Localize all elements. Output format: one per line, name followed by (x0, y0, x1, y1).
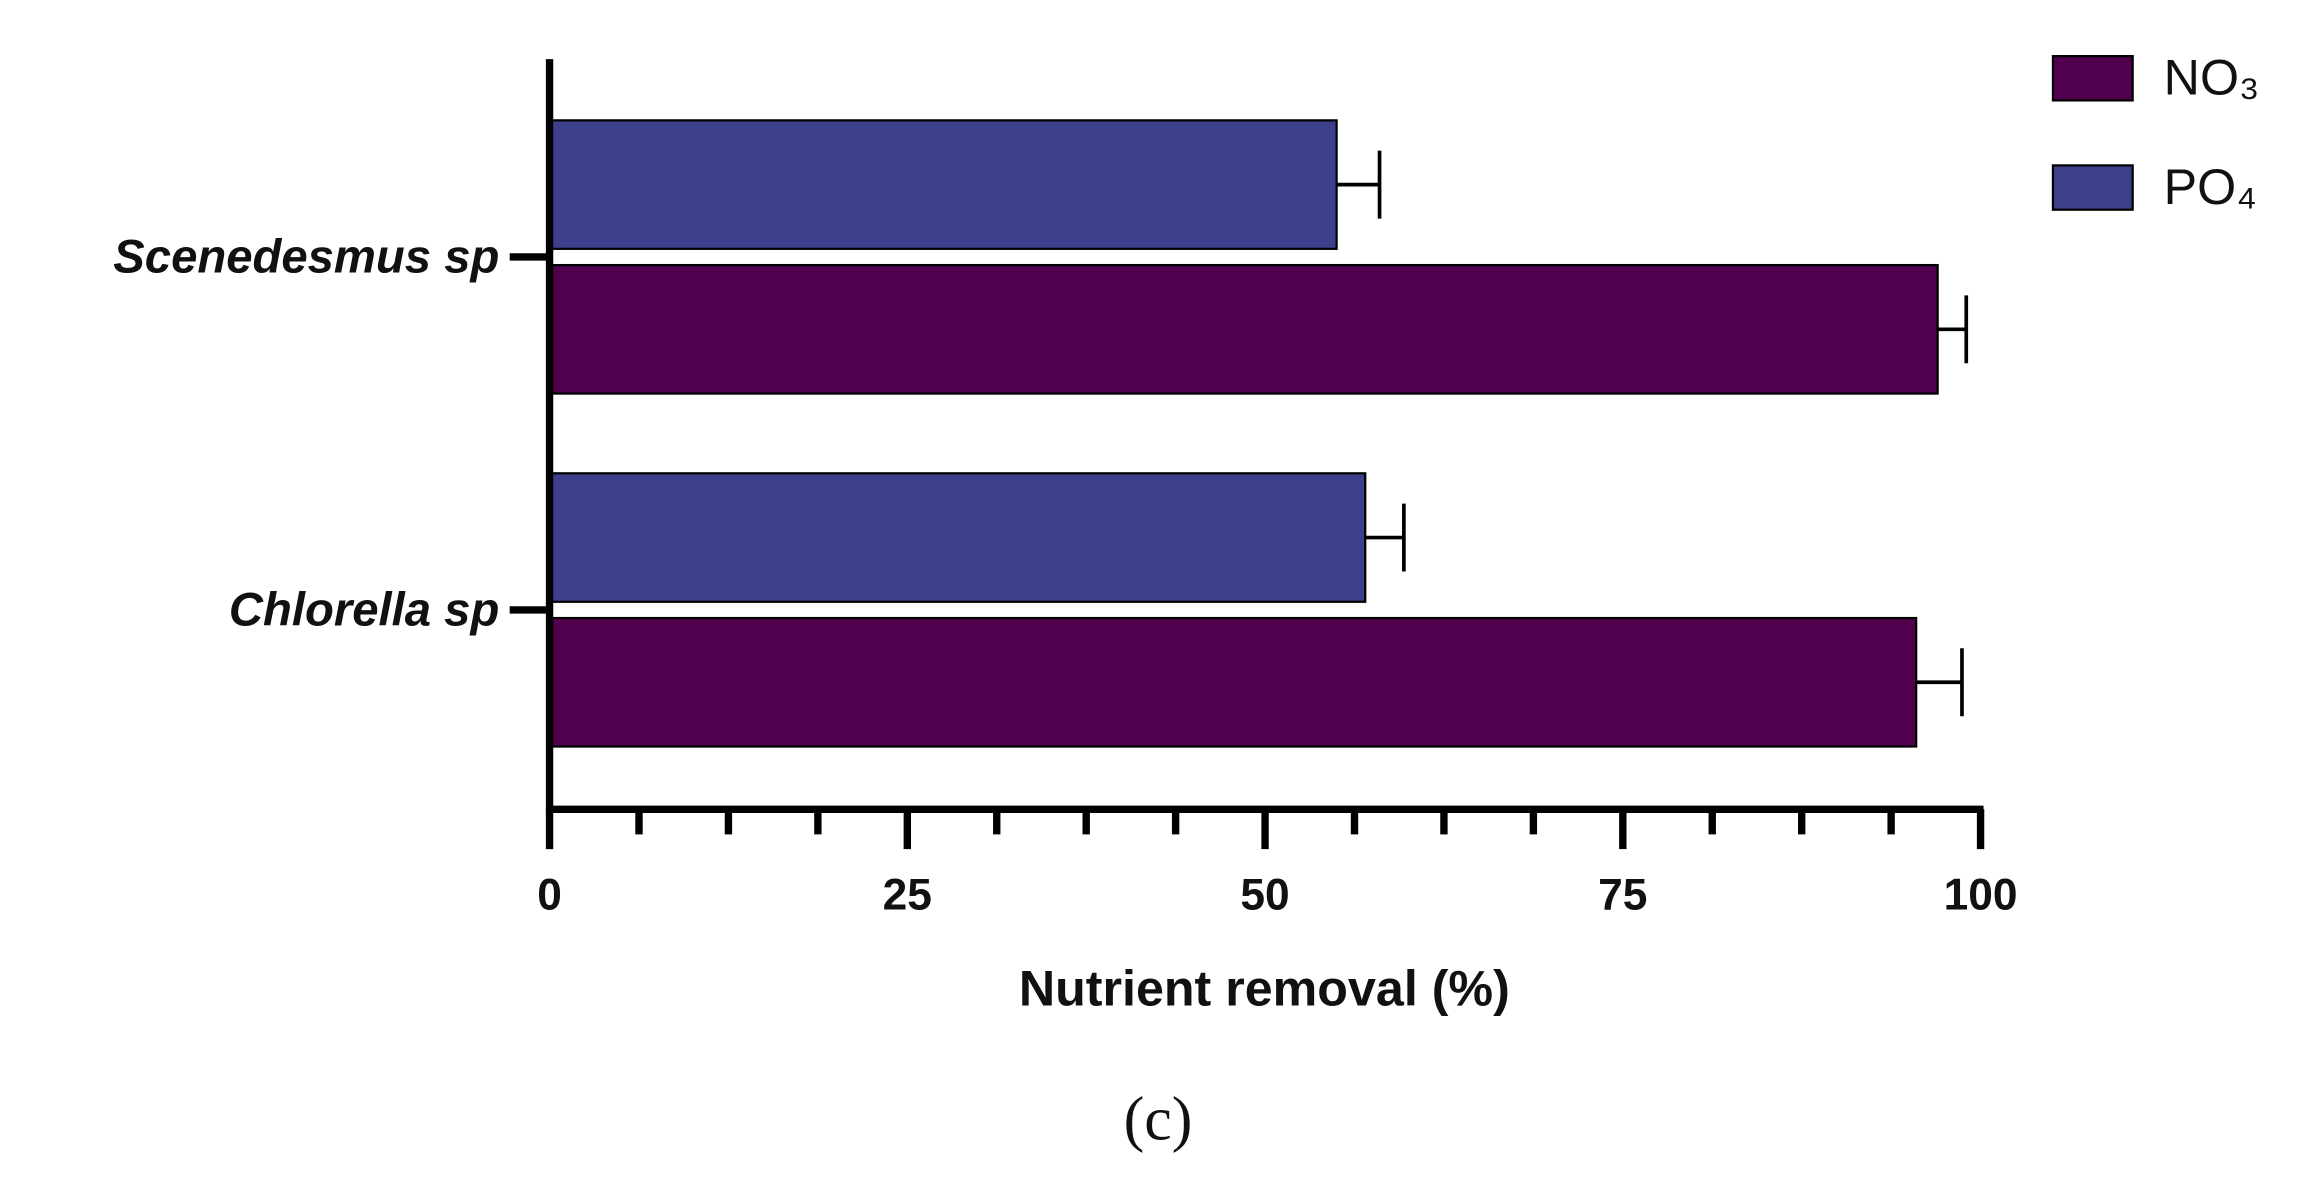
legend-swatch (2051, 164, 2134, 211)
bar (548, 472, 1367, 603)
error-bar (1937, 295, 1969, 364)
x-tick-label: 100 (1944, 871, 2018, 920)
legend-label: PO₄ (2164, 159, 2257, 215)
category-label: Scenedesmus sp (113, 230, 499, 283)
x-tick-label: 50 (1240, 871, 1289, 920)
bar (548, 263, 1939, 395)
bar (548, 119, 1338, 250)
x-tick-label: 25 (883, 871, 932, 920)
x-tick-label: 0 (537, 871, 562, 920)
legend-label: NO₃ (2164, 49, 2260, 105)
error-bar (1336, 150, 1382, 219)
x-axis-title: Nutrient removal (%) (1019, 961, 1510, 1017)
legend-swatch (2051, 55, 2134, 102)
error-bar (1916, 648, 1964, 717)
error-bar (1365, 503, 1406, 572)
caption: (c) (1124, 1086, 1193, 1154)
bar (548, 616, 1918, 748)
category-label: Chlorella sp (229, 583, 499, 636)
x-tick-label: 75 (1598, 871, 1647, 920)
